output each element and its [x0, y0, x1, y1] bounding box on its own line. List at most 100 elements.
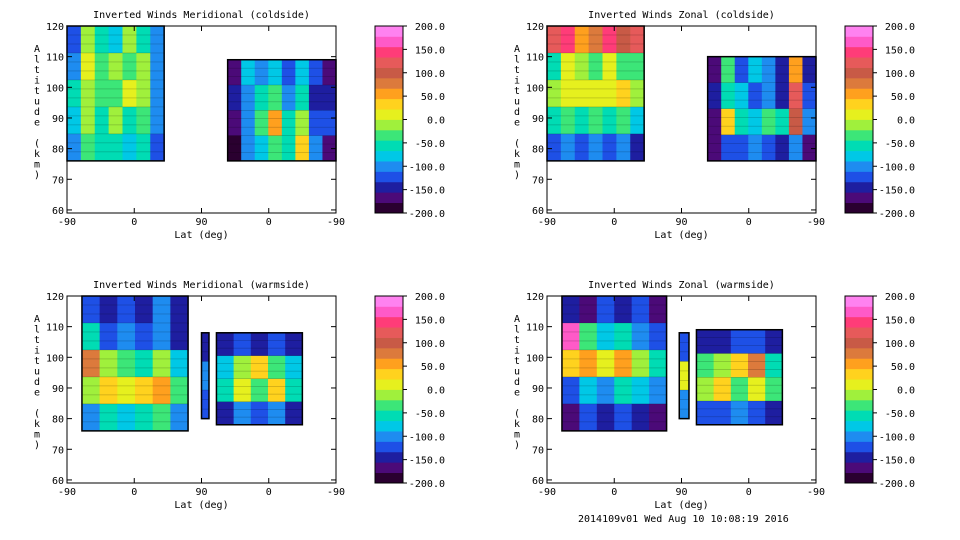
data-cell	[268, 378, 286, 403]
data-cell	[707, 82, 722, 110]
y-tick-label: 100	[46, 83, 64, 94]
data-cell	[281, 59, 296, 86]
colorbar-swatch	[845, 451, 873, 463]
colorbar-swatch	[845, 462, 873, 474]
data-cell	[761, 108, 776, 136]
colorbar-swatch	[845, 46, 873, 58]
y-tick-label: 110	[46, 323, 64, 334]
colorbar-swatch	[845, 171, 873, 183]
data-cell	[201, 390, 210, 420]
data-cell	[713, 377, 732, 402]
data-cell	[285, 401, 303, 426]
colorbar-tick-label: 100.0	[885, 69, 915, 80]
data-cell	[285, 332, 303, 357]
colorbar-swatch	[845, 119, 873, 131]
data-cell	[631, 296, 650, 324]
colorbar-tick-label: 0.0	[897, 116, 915, 127]
colorbar-swatch	[845, 316, 873, 328]
data-cell	[150, 52, 165, 81]
data-cell	[630, 133, 645, 162]
data-cell	[295, 59, 310, 86]
data-cell	[67, 106, 82, 135]
data-cell	[268, 332, 286, 357]
data-cell	[547, 52, 562, 81]
data-cell	[616, 52, 631, 81]
data-cell	[67, 52, 82, 81]
data-cell	[150, 106, 165, 135]
y-tick-label: 110	[526, 323, 544, 334]
data-cell	[721, 108, 736, 136]
y-tick-label: 80	[52, 415, 64, 426]
data-cell	[134, 349, 154, 378]
data-cell	[254, 85, 269, 111]
data-cell	[308, 135, 324, 162]
colorbar: 200.0 150.0 100.0 50.0 0.0 -50.0 -100.0 -150.0 -…	[844, 292, 915, 490]
colorbar-swatch	[845, 57, 873, 68]
data-cell	[579, 376, 598, 405]
data-cell	[730, 353, 749, 378]
colorbar-swatch	[375, 410, 403, 422]
colorbar-swatch	[375, 36, 403, 48]
colorbar-swatch	[375, 316, 403, 328]
data-cell	[748, 108, 763, 136]
data-cell	[152, 403, 171, 432]
data-segment	[706, 55, 817, 162]
data-cell	[241, 110, 256, 137]
data-cell	[748, 353, 766, 378]
colorbar-tick-label: 200.0	[415, 22, 445, 33]
data-cell	[560, 79, 576, 108]
data-cell	[250, 378, 269, 403]
data-cell	[99, 322, 118, 351]
colorbar-tick-label: -150.0	[409, 186, 445, 197]
colorbar-swatch	[375, 202, 403, 214]
y-tick-label: 110	[526, 53, 544, 64]
data-cell	[614, 296, 633, 324]
data-cell	[81, 403, 101, 432]
data-cell	[588, 52, 604, 81]
data-cell	[201, 361, 210, 391]
colorbar-tick-label: -50.0	[885, 139, 915, 150]
colorbar-swatch	[845, 109, 873, 120]
data-cell	[108, 133, 124, 162]
data-cell	[560, 26, 576, 54]
y-tick-label: 80	[52, 145, 64, 156]
x-tick-label: 90	[195, 487, 207, 498]
data-cell	[80, 52, 96, 81]
data-cell	[108, 79, 124, 108]
y-tick-label: 60	[52, 476, 64, 487]
y-tick-label: 90	[52, 114, 64, 125]
data-cell	[136, 133, 151, 162]
data-cell	[761, 56, 776, 84]
colorbar-swatch	[375, 431, 403, 442]
y-tick-label: 110	[46, 53, 64, 64]
colorbar-swatch	[375, 181, 403, 193]
data-cell	[707, 134, 722, 162]
colorbar-tick-label: -150.0	[879, 456, 915, 467]
data-cell	[561, 322, 580, 351]
data-cell	[94, 106, 110, 135]
y-tick-label: 120	[46, 22, 64, 33]
data-cell	[268, 85, 283, 111]
data-cell	[788, 108, 804, 136]
data-cell	[117, 296, 136, 324]
data-cell	[150, 26, 165, 54]
data-cell	[649, 376, 668, 405]
data-cell	[574, 26, 590, 54]
colorbar-tick-label: -150.0	[879, 186, 915, 197]
data-cell	[99, 403, 118, 432]
x-axis-label: Lat (deg)	[654, 230, 708, 241]
x-tick-label: 0	[266, 217, 272, 228]
data-cell	[734, 108, 749, 136]
data-cell	[117, 403, 136, 432]
data-cell	[561, 403, 580, 432]
y-tick-label: 100	[526, 353, 544, 364]
y-tick-label: 120	[526, 22, 544, 33]
data-cell	[285, 355, 303, 380]
colorbar-tick-label: 50.0	[421, 92, 445, 103]
colorbar-swatch	[845, 181, 873, 193]
colorbar-swatch	[845, 306, 873, 318]
data-cell	[696, 377, 715, 402]
